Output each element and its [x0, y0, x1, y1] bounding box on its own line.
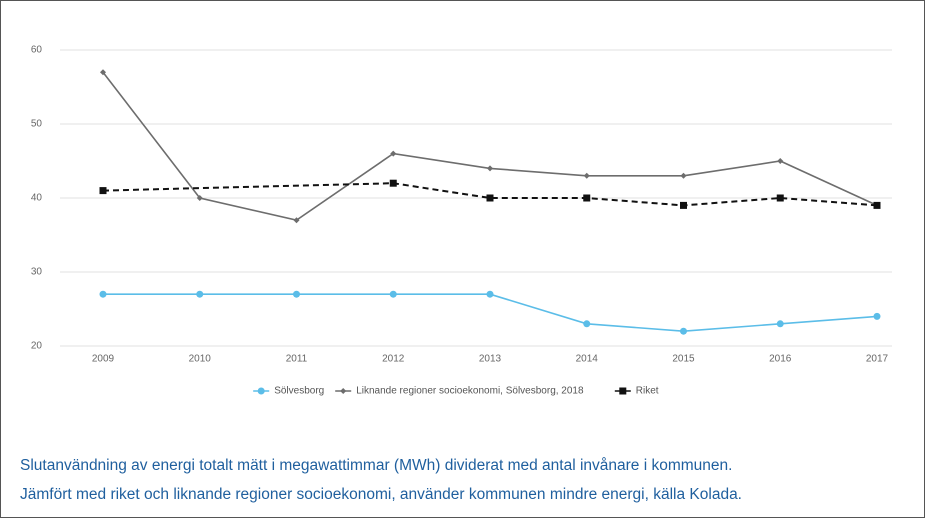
point [486, 290, 494, 298]
x-tick-label: 2012 [382, 354, 405, 365]
point [486, 194, 494, 202]
x-tick-label: 2016 [769, 354, 792, 365]
point [680, 201, 687, 209]
point [100, 69, 106, 76]
point [196, 290, 204, 298]
y-tick-label: 60 [31, 45, 43, 56]
caption-line: Jämfört med riket och liknande regioner … [20, 486, 742, 503]
point [487, 165, 493, 172]
y-tick-label: 20 [31, 341, 43, 352]
point [389, 179, 397, 187]
point [777, 158, 784, 164]
point [257, 387, 265, 395]
y-tick-label: 40 [31, 193, 43, 204]
point [776, 194, 784, 202]
y-tick-label: 50 [31, 119, 43, 130]
point [389, 290, 397, 298]
point [873, 312, 881, 320]
point [583, 194, 591, 202]
point [680, 327, 687, 335]
point [99, 290, 107, 298]
caption-line: Slutanvändning av energi totalt mätt i m… [20, 457, 732, 474]
x-tick-label: 2010 [189, 354, 212, 365]
point [99, 187, 107, 195]
point [583, 172, 590, 179]
point [293, 290, 300, 298]
point [196, 195, 203, 201]
point [340, 388, 347, 394]
legend-label: Riket [636, 386, 659, 397]
point [390, 150, 397, 157]
legend-label: Liknande regioner socioekonomi, Sölvesbo… [356, 386, 584, 397]
x-tick-label: 2015 [672, 354, 695, 365]
x-tick-label: 2011 [286, 354, 308, 365]
x-tick-label: 2009 [92, 354, 115, 365]
legend-label: Sölvesborg [274, 386, 324, 397]
point [583, 320, 591, 328]
x-tick-label: 2013 [479, 354, 502, 365]
x-tick-label: 2014 [576, 354, 599, 365]
point [293, 217, 300, 224]
point [680, 172, 687, 179]
point [619, 387, 627, 395]
point [873, 201, 881, 209]
point [776, 320, 784, 328]
x-tick-label: 2017 [866, 354, 889, 365]
y-tick-label: 30 [31, 267, 43, 278]
